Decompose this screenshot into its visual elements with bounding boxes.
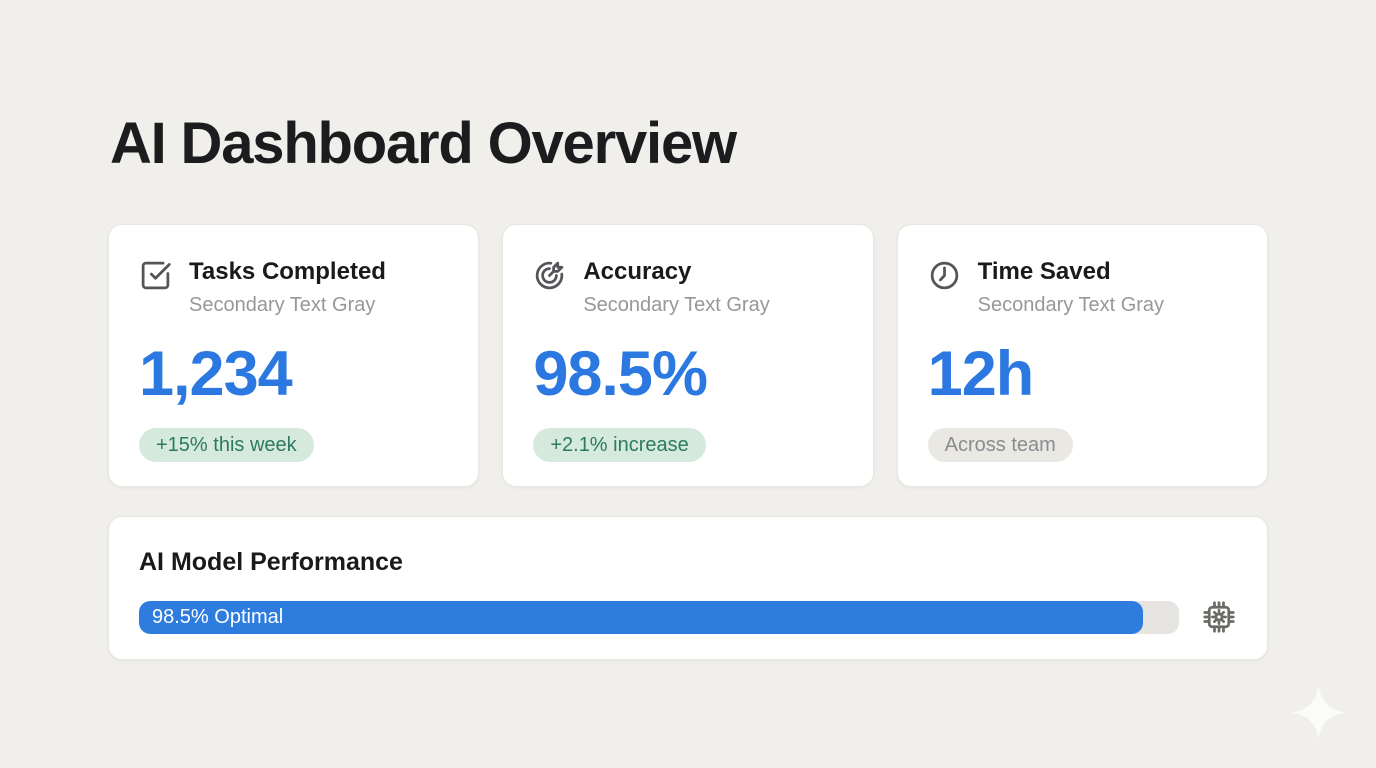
- card-time-saved: Time Saved Secondary Text Gray 12h Acros…: [896, 224, 1268, 487]
- card-title: Accuracy: [583, 258, 692, 285]
- checkbox-check-icon: [139, 259, 172, 292]
- card-subtitle: Secondary Text Gray: [977, 294, 1165, 316]
- chip-settings-icon[interactable]: [1201, 599, 1237, 635]
- sparkle-icon: [1291, 685, 1346, 740]
- card-header: Accuracy Secondary Text Gray: [533, 257, 842, 318]
- card-subtitle: Secondary Text Gray: [189, 294, 376, 316]
- card-subtitle: Secondary Text Gray: [583, 294, 770, 316]
- performance-title: AI Model Performance: [139, 548, 403, 576]
- status-badge: +15% this week: [139, 428, 314, 462]
- card-accuracy: Accuracy Secondary Text Gray 98.5% +2.1%…: [502, 224, 874, 487]
- card-value: 1,234: [139, 339, 293, 409]
- clock-icon: [928, 259, 961, 292]
- status-badge: Across team: [927, 428, 1073, 462]
- card-value: 12h: [927, 339, 1035, 409]
- progress-bar-track: 98.5% Optimal: [139, 600, 1179, 634]
- card-header-text: Accuracy Secondary Text Gray: [583, 257, 769, 318]
- target-arrow-icon: [533, 259, 566, 292]
- progress-bar-fill: 98.5% Optimal: [139, 600, 1143, 634]
- card-header: Tasks Completed Secondary Text Gray: [139, 257, 448, 318]
- card-value: 98.5%: [533, 339, 708, 409]
- stat-cards-row: Tasks Completed Secondary Text Gray 1,23…: [108, 224, 1268, 487]
- progress-label: 98.5% Optimal: [152, 605, 284, 628]
- card-header-text: Tasks Completed Secondary Text Gray: [189, 257, 386, 318]
- performance-card: AI Model Performance 98.5% Optimal: [108, 516, 1268, 660]
- card-header-text: Time Saved Secondary Text Gray: [978, 257, 1164, 318]
- page-title: AI Dashboard Overview: [110, 111, 737, 176]
- status-badge: +2.1% increase: [533, 428, 706, 462]
- card-title: Tasks Completed: [189, 258, 386, 285]
- card-tasks-completed: Tasks Completed Secondary Text Gray 1,23…: [108, 224, 480, 487]
- performance-row: 98.5% Optimal: [139, 599, 1237, 635]
- card-header: Time Saved Secondary Text Gray: [928, 257, 1237, 318]
- card-title: Time Saved: [977, 258, 1111, 285]
